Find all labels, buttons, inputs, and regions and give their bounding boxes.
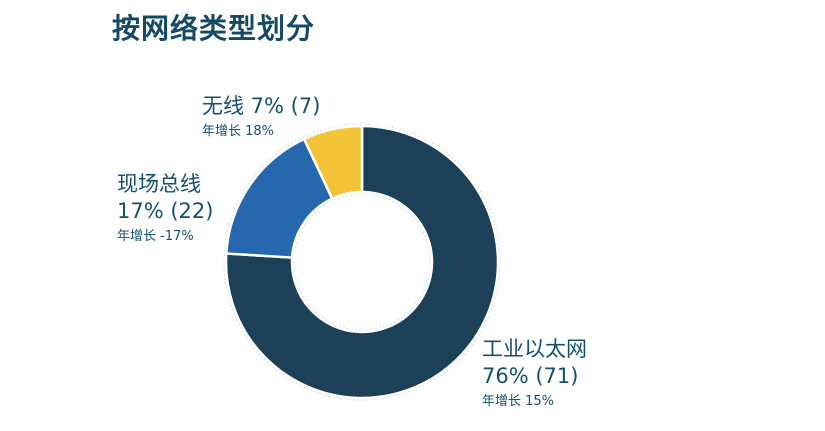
donut-inner-outline bbox=[293, 193, 431, 331]
label-fieldbus-value: 17% (22) bbox=[117, 199, 214, 223]
label-wireless-value: 无线 7% (7) bbox=[202, 94, 321, 118]
label-ethernet-value: 76% (71) bbox=[482, 364, 579, 388]
label-ethernet: 工业以太网 76% (71) 年增长 15% bbox=[482, 336, 587, 410]
slice-industrial-ethernet bbox=[224, 124, 500, 400]
label-fieldbus-growth: 年增长 -17% bbox=[117, 229, 194, 244]
label-wireless: 无线 7% (7) 年增长 18% bbox=[202, 93, 320, 140]
label-wireless-growth: 年增长 18% bbox=[202, 124, 275, 139]
slice-wireless bbox=[302, 124, 364, 201]
label-fieldbus-name: 现场总线 bbox=[117, 172, 201, 196]
label-ethernet-name: 工业以太网 bbox=[482, 337, 587, 361]
donut-chart bbox=[223, 123, 501, 401]
donut-outer-outline bbox=[223, 123, 501, 401]
label-fieldbus: 现场总线 17% (22) 年增长 -17% bbox=[117, 171, 213, 245]
label-ethernet-growth: 年增长 15% bbox=[482, 394, 555, 409]
chart-title: 按网络类型划分 bbox=[112, 12, 316, 45]
